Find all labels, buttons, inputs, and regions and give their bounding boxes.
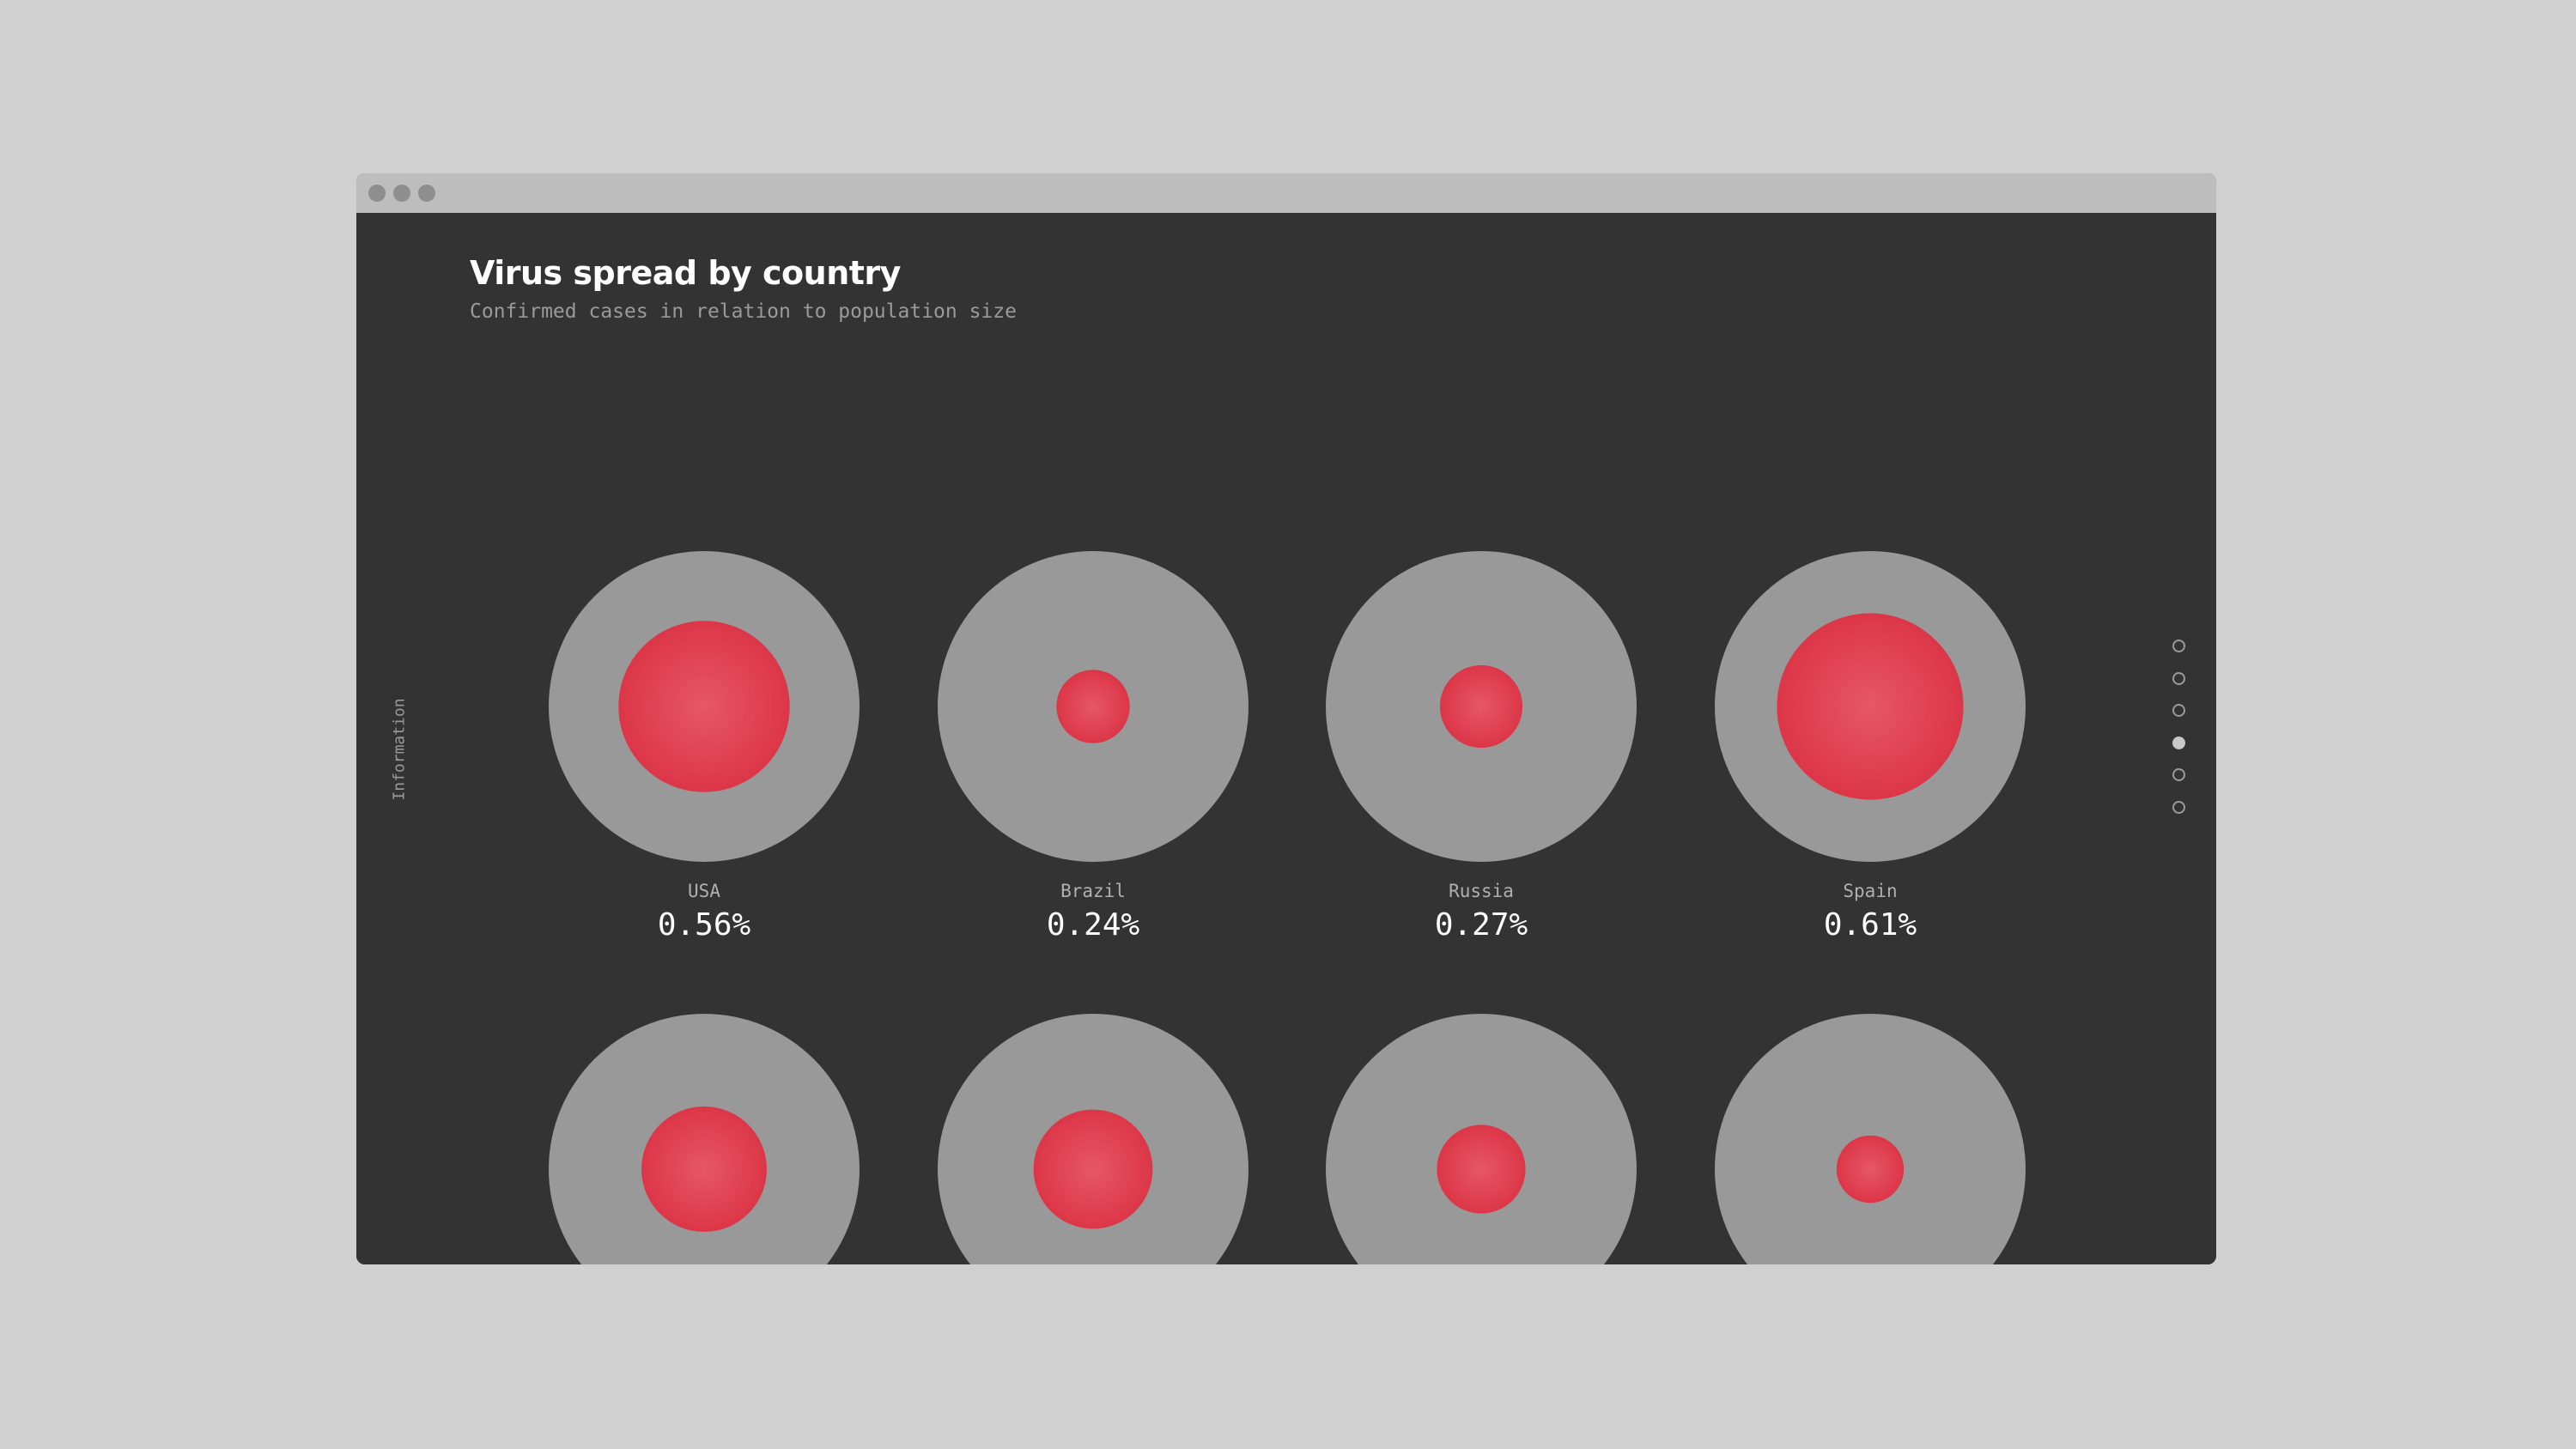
country-bubble-spain: Spain 0.61% [1715, 551, 2026, 943]
bubble-chart: USA 0.56% Brazil 0.24% Russia 0.27% Spain 0.61%… [549, 551, 2026, 1264]
cases-circle [1056, 670, 1130, 743]
pager-dot-5[interactable] [2172, 768, 2185, 782]
country-label: USA [688, 881, 720, 901]
cases-circle [1437, 1125, 1526, 1214]
cases-circle [641, 1106, 767, 1232]
pager-dot-4[interactable] [2172, 736, 2185, 749]
country-bubble-uk: UK0.41% [549, 1014, 860, 1264]
close-dot[interactable] [368, 185, 386, 202]
pager-dot-3[interactable] [2172, 704, 2185, 718]
minimize-dot[interactable] [393, 185, 410, 202]
country-label: Spain [1843, 881, 1897, 901]
country-bubble-brazil: Brazil 0.24% [938, 551, 1249, 943]
country-bubble-italy: Italy0.39% [938, 1014, 1249, 1264]
country-bubble-russia: Russia 0.27% [1326, 551, 1637, 943]
chart-page: Virus spread by country Confirmed cases … [356, 213, 2216, 1264]
country-label: Brazil [1060, 881, 1126, 901]
country-label: Russia [1449, 881, 1514, 901]
browser-window: Virus spread by country Confirmed cases … [356, 173, 2216, 1264]
pager-dot-1[interactable] [2172, 640, 2185, 652]
pager-dot-6[interactable] [2172, 800, 2185, 814]
cases-circle [1033, 1109, 1153, 1229]
cases-circle [1836, 1135, 1905, 1203]
value-label: 0.27% [1435, 907, 1528, 943]
cases-circle [1439, 664, 1523, 749]
value-label: 0.24% [1047, 907, 1140, 943]
maximize-dot[interactable] [418, 185, 435, 202]
pager-dot-2[interactable] [2172, 671, 2185, 685]
chart-title: Virus spread by country [470, 254, 901, 292]
value-label: 0.61% [1824, 907, 1917, 943]
cases-circle [1777, 613, 1964, 800]
country-bubble-germany: Germany0.22% [1715, 1014, 2026, 1264]
country-bubble-france: France0.29% [1326, 1014, 1637, 1264]
window-titlebar [356, 173, 2216, 213]
page-indicator [2172, 640, 2186, 834]
cases-circle [618, 621, 790, 792]
country-bubble-usa: USA 0.56% [549, 551, 860, 943]
value-label: 0.56% [658, 907, 751, 943]
chart-subtitle: Confirmed cases in relation to populatio… [470, 300, 1017, 323]
